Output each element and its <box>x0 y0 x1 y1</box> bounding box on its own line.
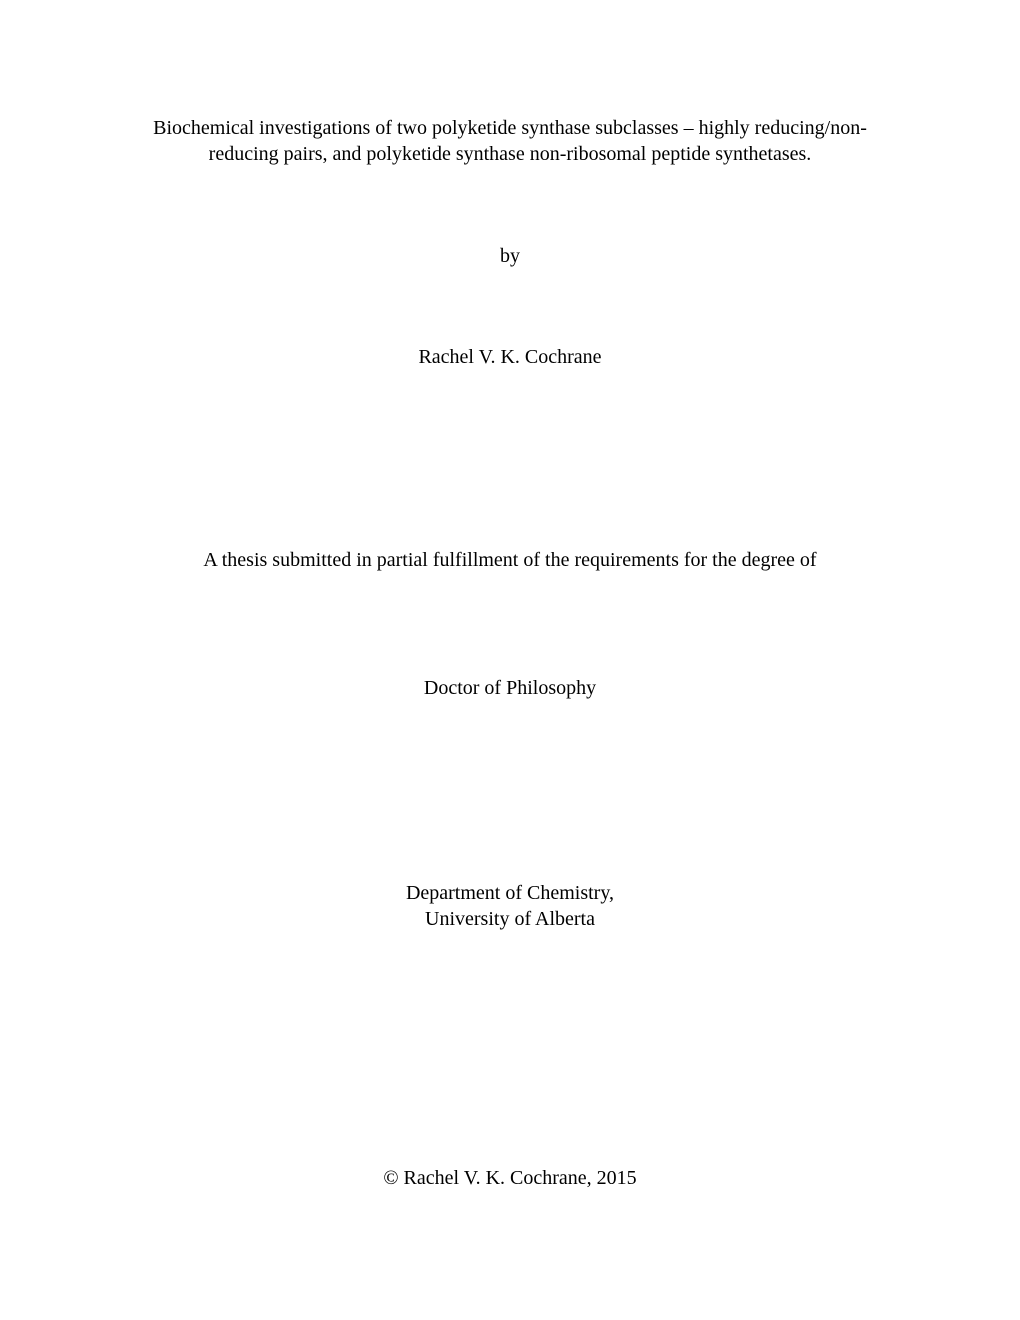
department-line-2: University of Alberta <box>130 906 890 932</box>
title-line-2: reducing pairs, and polyketide synthase … <box>130 141 890 167</box>
thesis-title: Biochemical investigations of two polyke… <box>130 115 890 167</box>
department-line-1: Department of Chemistry, <box>130 880 890 906</box>
degree-name: Doctor of Philosophy <box>130 677 890 700</box>
copyright-notice: © Rachel V. K. Cochrane, 2015 <box>130 1167 890 1190</box>
author-name: Rachel V. K. Cochrane <box>130 346 890 369</box>
department-block: Department of Chemistry, University of A… <box>130 880 890 932</box>
thesis-statement: A thesis submitted in partial fulfillmen… <box>130 549 890 572</box>
by-label: by <box>130 245 890 268</box>
title-line-1: Biochemical investigations of two polyke… <box>130 115 890 141</box>
